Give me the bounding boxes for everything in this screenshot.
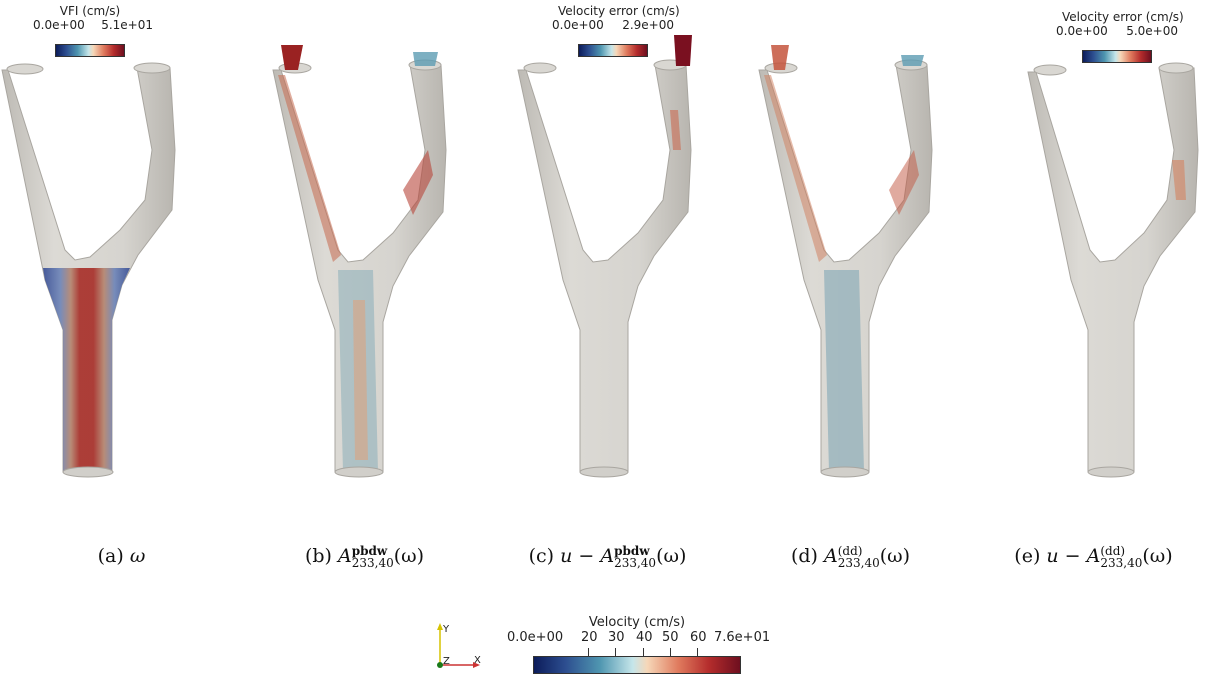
- x-axis-arrow: [473, 662, 480, 668]
- caption-sub: 233,40: [351, 556, 394, 570]
- y-axis-arrow: [437, 623, 443, 630]
- caption-main: A: [823, 545, 838, 567]
- z-axis-label: Z: [443, 656, 450, 667]
- caption-script: (dd) 233,40: [838, 545, 880, 569]
- caption-main: A: [337, 545, 352, 567]
- velocity-colorbar-gradient: [533, 656, 741, 674]
- orientation-axes: Y Z X: [437, 623, 481, 668]
- colorbar-title: Velocity error (cm/s): [1062, 10, 1184, 24]
- caption-lead: u −: [1046, 545, 1087, 567]
- caption-main: A: [1086, 545, 1101, 567]
- caption-sup: (dd): [1100, 544, 1126, 558]
- colorbar-gradient: [1082, 50, 1152, 63]
- velocity-tickmark: [670, 648, 671, 656]
- caption-suffix: (ω): [393, 545, 425, 567]
- caption-prefix: (a): [97, 545, 130, 567]
- caption-main: A: [600, 545, 615, 567]
- caption-sub: 233,40: [1100, 556, 1143, 570]
- vessel-c: [517, 35, 692, 478]
- vessel-b: [272, 45, 447, 478]
- caption-lead: u −: [560, 545, 601, 567]
- caption-suffix: (ω): [879, 545, 911, 567]
- caption-prefix: (b): [304, 545, 338, 567]
- vessel-a: [1, 62, 176, 478]
- caption-script: (dd) 233,40: [1100, 545, 1142, 569]
- panel-e: Velocity error (cm/s) 0.0e+00 5.0e+00 (e…: [972, 0, 1215, 600]
- colorbar-min: 0.0e+00: [33, 18, 85, 32]
- caption-prefix: (c): [528, 545, 561, 567]
- velocity-colorbar-title: Velocity (cm/s): [588, 615, 686, 630]
- caption-suffix: (ω): [656, 545, 687, 567]
- velocity-tick: 20: [581, 630, 598, 645]
- y-axis-label: Y: [442, 624, 450, 635]
- velocity-tick: 40: [636, 630, 653, 645]
- velocity-tick: 50: [662, 630, 679, 645]
- panel-c: Velocity error (cm/s) 0.0e+00 2.9e+00 (c…: [486, 0, 729, 600]
- velocity-tickmark: [643, 648, 644, 656]
- vessel-d: [758, 45, 933, 478]
- caption-sup: (dd): [837, 544, 863, 558]
- caption-script: pbdw 233,40: [614, 545, 656, 569]
- z-axis-dot: [437, 662, 443, 668]
- vessel-e: [1027, 62, 1199, 478]
- colorbar-gradient: [578, 44, 648, 57]
- caption-d: (d) A (dd) 233,40 (ω): [729, 545, 972, 569]
- colorbar-max: 5.1e+01: [101, 18, 153, 32]
- colorbar-max: 2.9e+00: [622, 18, 674, 32]
- caption-sup: pbdw: [614, 544, 650, 558]
- caption-a: (a) ω: [0, 545, 243, 567]
- velocity-tick: 7.6e+01: [714, 630, 771, 645]
- colorbar-title: Velocity error (cm/s): [558, 4, 680, 18]
- velocity-tick: 60: [690, 630, 707, 645]
- colorbar-gradient: [55, 44, 125, 57]
- velocity-tickmark: [697, 648, 698, 656]
- x-axis-label: X: [474, 655, 481, 666]
- colorbar-min: 0.0e+00: [1056, 24, 1108, 38]
- caption-sup: pbdw: [351, 544, 388, 558]
- colorbar-title: VFI (cm/s): [59, 4, 121, 18]
- velocity-tick: 0.0e+00: [507, 630, 564, 645]
- colorbar-min: 0.0e+00: [552, 18, 604, 32]
- caption-math: ω: [129, 545, 146, 567]
- caption-sub: 233,40: [837, 556, 880, 570]
- caption-suffix: (ω): [1142, 545, 1173, 567]
- panel-a: VFI (cm/s) 0.0e+00 5.1e+01 (a) ω: [0, 0, 243, 600]
- caption-sub: 233,40: [614, 556, 657, 570]
- velocity-tickmark: [615, 648, 616, 656]
- velocity-tick: 30: [608, 630, 625, 645]
- caption-prefix: (e): [1014, 545, 1047, 567]
- velocity-tickmark: [588, 648, 589, 656]
- caption-e: (e) u − A (dd) 233,40 (ω): [972, 545, 1215, 569]
- caption-prefix: (d): [790, 545, 824, 567]
- colorbar-max: 5.0e+00: [1126, 24, 1178, 38]
- panel-d: (d) A (dd) 233,40 (ω): [729, 0, 972, 600]
- caption-script: pbdw 233,40: [352, 545, 394, 569]
